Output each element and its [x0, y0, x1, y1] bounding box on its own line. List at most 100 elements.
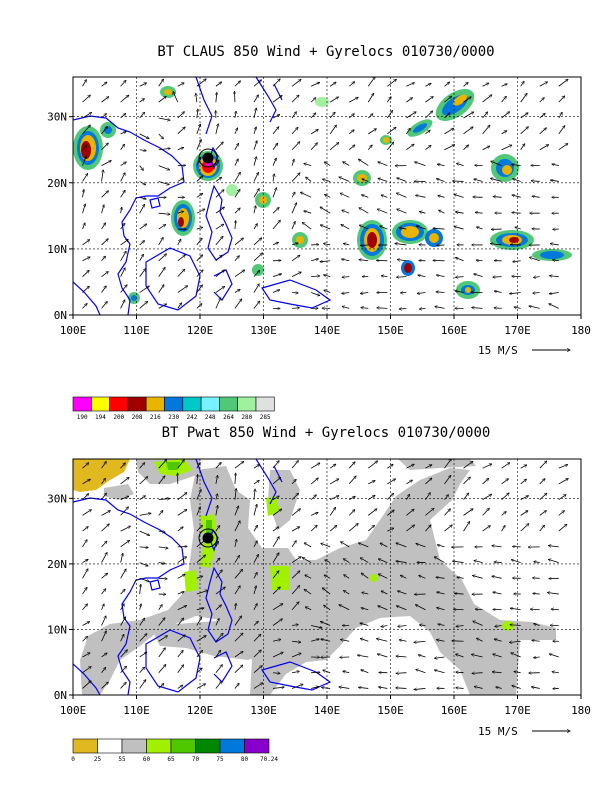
wind-vector [120, 95, 129, 103]
wind-vector [368, 114, 373, 119]
wind-vector [360, 623, 369, 626]
wind-vector [341, 259, 350, 261]
wind-vector [454, 593, 464, 594]
wind-vector [434, 670, 445, 674]
wind-vector [234, 506, 239, 516]
wind-vector [82, 270, 90, 277]
wind-vector [272, 220, 280, 230]
wind-vector [342, 277, 350, 278]
wind-vector [482, 146, 490, 151]
wind-vector [177, 509, 187, 516]
wind-vector [509, 293, 521, 294]
pwat-dry-corner [73, 459, 130, 492]
wind-vector [501, 145, 512, 151]
wind-vector [558, 524, 567, 532]
wind-vector [101, 97, 109, 103]
asia-mainland-coast [73, 497, 185, 695]
cloud-blob-china-coast [73, 126, 103, 170]
wind-vector [416, 195, 426, 198]
wind-vector [120, 300, 125, 309]
wind-vector [272, 290, 280, 293]
wind-vector [492, 576, 502, 579]
wind-vector [139, 254, 144, 261]
colorbar-swatch [109, 396, 129, 412]
wind-vector [472, 308, 483, 309]
wind-vector [419, 575, 426, 579]
wind-vector [532, 196, 540, 197]
wind-vector [348, 114, 354, 119]
wind-vector [387, 79, 396, 87]
wind-vector [311, 259, 318, 262]
wind-vector [520, 113, 528, 119]
wind-vector [291, 571, 300, 579]
wind-vector [291, 173, 300, 182]
wind-vector [329, 142, 339, 151]
wind-vector [368, 495, 375, 500]
wind-vector [435, 657, 445, 658]
wind-vector [520, 127, 529, 135]
wind-vector [234, 555, 240, 563]
wind-vector [139, 652, 147, 658]
wind-vector [120, 589, 126, 595]
wind-vector [463, 127, 473, 135]
y-tick-label: 20N [47, 558, 67, 571]
wind-vector [272, 587, 280, 595]
wind-vector [320, 621, 331, 626]
wind-vector [359, 208, 369, 214]
wind-vector [234, 665, 243, 673]
wind-vector [216, 494, 218, 500]
wind-vector [82, 636, 88, 642]
wind-vector [292, 293, 298, 294]
wind-vector [549, 654, 559, 658]
wind-vector [378, 574, 388, 579]
wind-vector [101, 170, 104, 182]
wind-vector [437, 245, 445, 246]
wind-vector [139, 83, 147, 87]
wind-vector [234, 633, 243, 642]
wind-vector [550, 244, 559, 245]
wind-vector [291, 243, 298, 245]
wind-vector [215, 286, 225, 293]
wind-vector [120, 553, 123, 563]
wind-vector [196, 617, 202, 626]
colorbar-swatch [164, 396, 184, 412]
wind-vector [234, 521, 240, 532]
wind-vector [101, 616, 106, 626]
wind-vector [120, 223, 125, 230]
wind-vector [272, 158, 276, 166]
wind-vector [253, 284, 259, 293]
wind-vector [531, 687, 540, 689]
philippines-coast [205, 566, 233, 643]
colorbar-label: 230 [168, 414, 179, 421]
colorbar-swatch [195, 738, 221, 754]
wind-vector [549, 304, 559, 309]
wind-vector [310, 525, 317, 532]
wind-vector [120, 682, 127, 689]
wind-vector [457, 577, 464, 578]
wind-vector [158, 133, 164, 139]
wind-vector [329, 82, 336, 87]
wind-vector [425, 478, 431, 485]
wind-vector [101, 524, 110, 532]
wind-vector [406, 509, 414, 516]
wind-vector [101, 667, 106, 673]
wind-vector [177, 239, 181, 246]
wind-vector [120, 268, 126, 277]
wind-vector [387, 127, 396, 135]
wind-vector [361, 308, 369, 309]
wind-vector [234, 256, 239, 262]
wind-vector [158, 664, 166, 673]
wind-vector [395, 243, 407, 244]
wind-vector [501, 112, 510, 119]
wind-vector [272, 652, 283, 658]
wind-vector [291, 493, 299, 500]
wind-vector [120, 496, 129, 501]
wind-vector [82, 112, 92, 119]
wind-vector [196, 684, 206, 689]
wind-vector [310, 143, 317, 150]
wind-vector [82, 540, 88, 548]
wind-vector [342, 210, 350, 214]
wind-vector [177, 635, 185, 642]
wind-vector [101, 205, 104, 214]
wind-vector [272, 527, 279, 532]
